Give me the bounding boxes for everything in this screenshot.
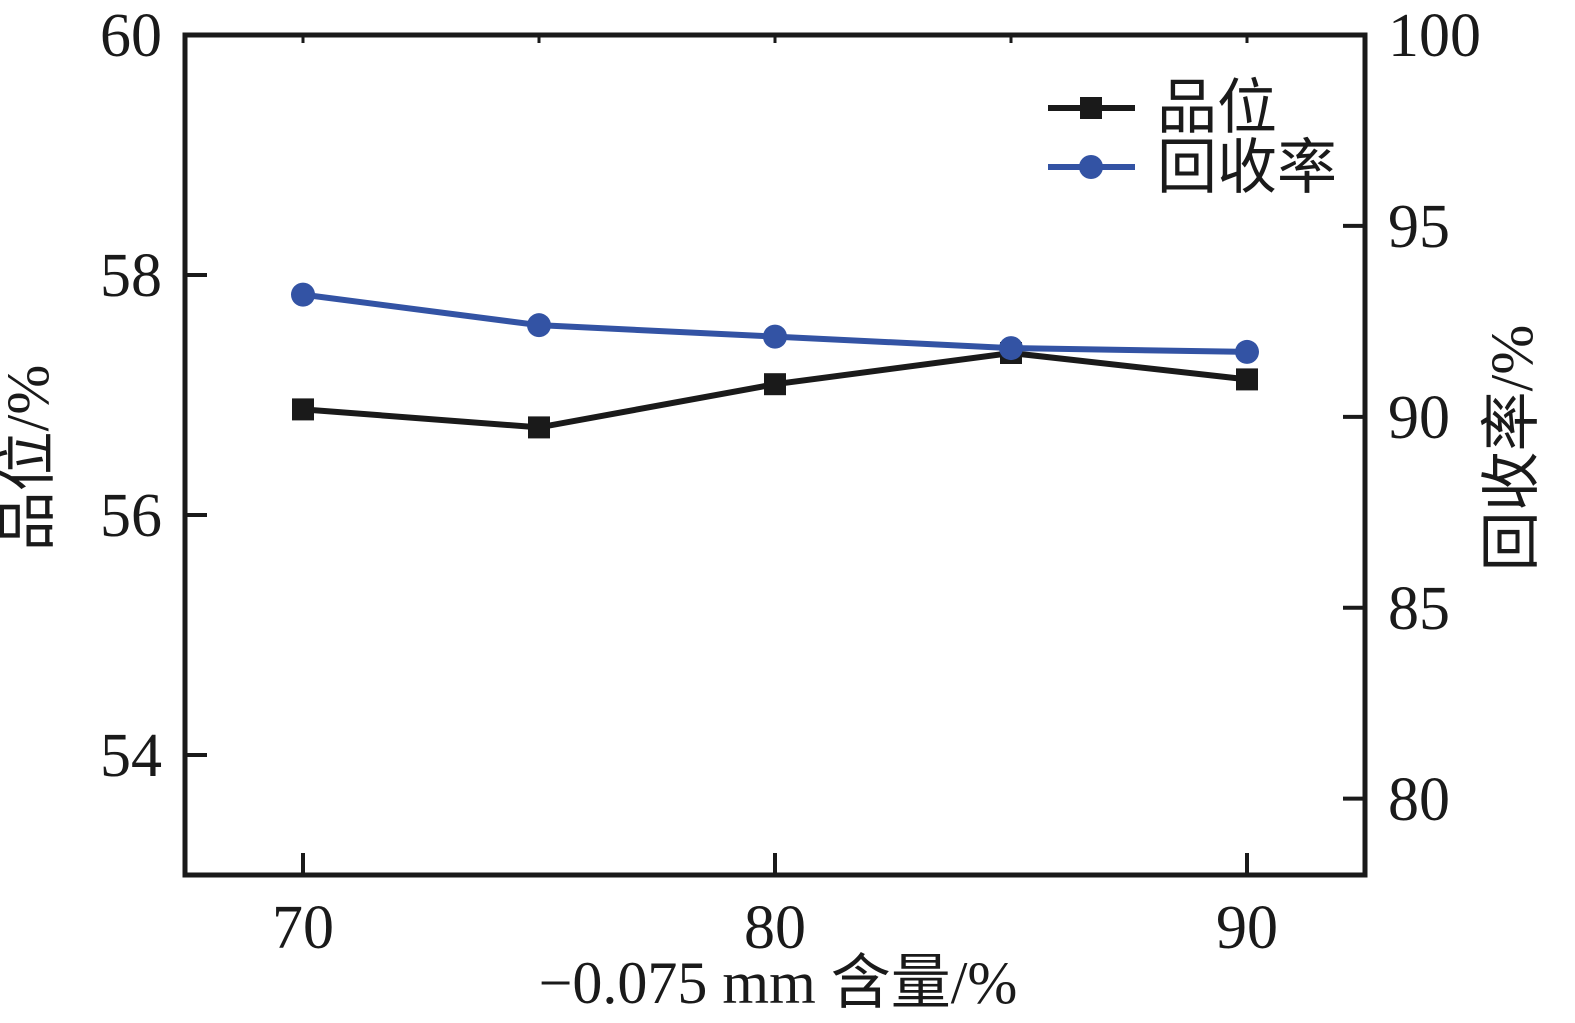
right-axis-tick-label-80: 80 xyxy=(1388,766,1450,834)
recovery-data-point xyxy=(527,313,551,338)
x-axis-tick-label-80: 80 xyxy=(744,894,806,962)
series-layer xyxy=(291,282,1259,439)
right-axis-tick-label-95: 95 xyxy=(1388,193,1450,261)
left-axis-title: 品位/% xyxy=(0,365,61,552)
recovery-data-point xyxy=(291,282,315,307)
tick-marks-layer xyxy=(185,35,1365,875)
recovery-data-point xyxy=(999,336,1023,361)
legend-recovery-circle-marker xyxy=(1079,155,1103,179)
x-axis-tick-label-70: 70 xyxy=(272,894,334,962)
left-axis-tick-label-54: 54 xyxy=(100,722,162,790)
legend-recovery-label: 回收率 xyxy=(1157,135,1337,201)
left-axis-tick-label-56: 56 xyxy=(100,482,162,550)
grade-data-point xyxy=(292,398,314,421)
legend: 品位 回收率 xyxy=(1048,75,1337,201)
x-axis-title: −0.075 mm 含量/% xyxy=(539,950,1018,1016)
right-axis-tick-label-85: 85 xyxy=(1388,575,1450,643)
left-axis-tick-label-60: 60 xyxy=(100,2,162,70)
x-axis-tick-label-90: 90 xyxy=(1216,894,1278,962)
legend-grade-label: 品位 xyxy=(1157,75,1277,141)
right-axis-tick-label-100: 100 xyxy=(1388,2,1481,70)
grade-data-point xyxy=(764,373,786,396)
recovery-data-point xyxy=(763,324,787,349)
right-axis-tick-label-90: 90 xyxy=(1388,384,1450,452)
left-axis-tick-label-58: 58 xyxy=(100,242,162,310)
recovery-data-point xyxy=(1235,339,1259,364)
right-axis-title: 回收率/% xyxy=(1479,325,1545,572)
grade-data-point xyxy=(528,416,550,439)
grade-data-point xyxy=(1236,368,1258,391)
legend-grade-square-marker xyxy=(1080,97,1102,119)
